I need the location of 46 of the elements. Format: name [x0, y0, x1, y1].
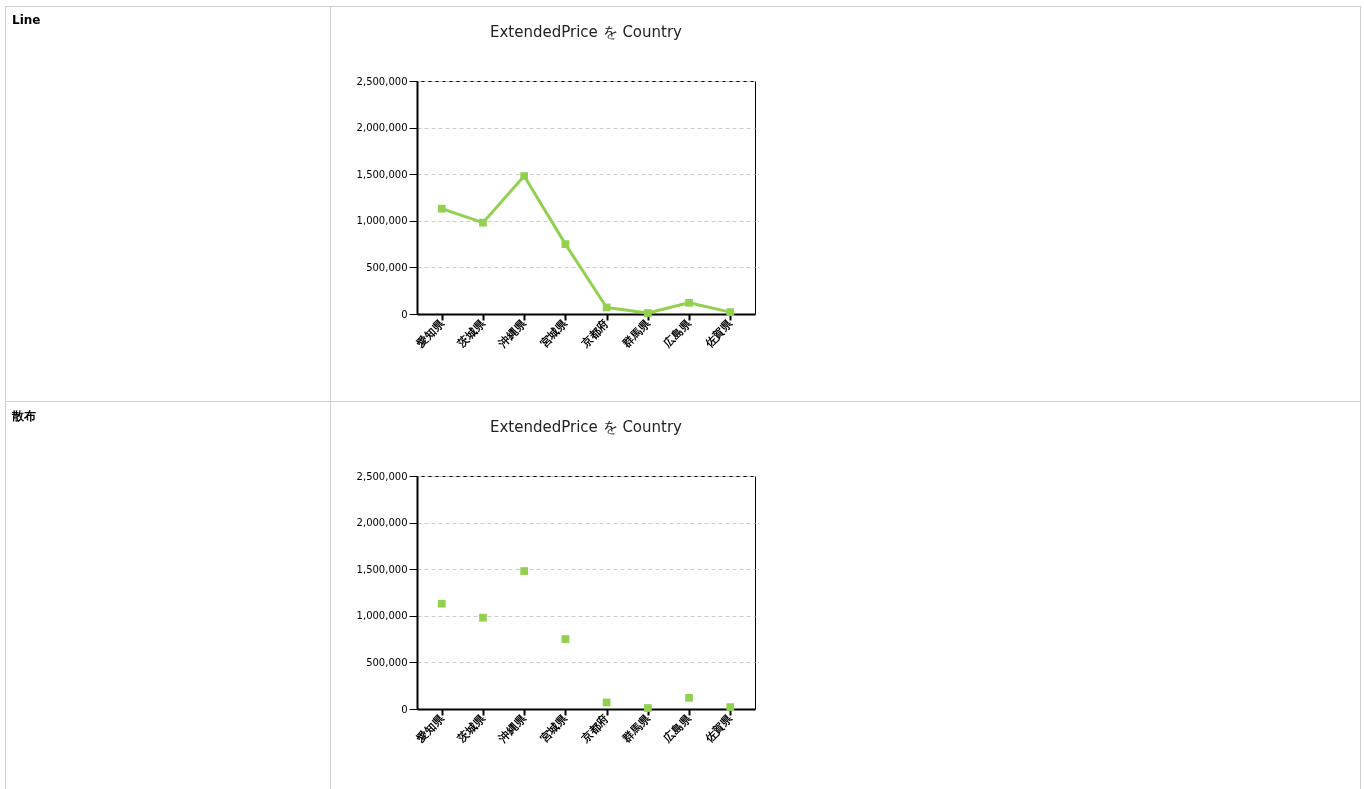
point: [520, 567, 529, 575]
point: [726, 703, 735, 712]
y-tick-label: 500,000: [366, 261, 408, 273]
x-tick-label: 宮城県: [537, 711, 571, 746]
point: [561, 635, 570, 643]
y-tick-label: 1,000,000: [356, 215, 408, 227]
x-tick-label: 広島県: [660, 316, 695, 351]
point: [685, 298, 693, 307]
x-tick-label: 広島県: [660, 711, 695, 746]
x-tick-label: 茨城県: [454, 711, 489, 746]
x-tick-label: 茨城県: [454, 316, 489, 351]
point: [437, 599, 446, 608]
y-tick-label: 1,000,000: [356, 610, 408, 622]
x-tick-label: 宮城県: [537, 316, 571, 351]
point: [479, 218, 487, 227]
x-tick-label: 佐賀県: [701, 316, 736, 351]
x-tick-label: 沖縄県: [495, 316, 530, 351]
point: [520, 172, 529, 180]
x-tick-label: 京都府: [578, 712, 612, 746]
x-tick-label: 京都府: [578, 317, 612, 351]
y-tick-label: 2,500,000: [356, 470, 408, 482]
point: [685, 693, 693, 702]
y-tick-label: 0: [401, 703, 408, 715]
x-tick-label: 沖縄県: [495, 711, 530, 746]
x-tick-label: 愛知県: [413, 711, 448, 746]
x-tick-label: 愛知県: [413, 316, 448, 351]
text: 散布: [12, 408, 37, 425]
y-tick-label: 2,000,000: [356, 517, 408, 529]
y-tick-label: 2,500,000: [356, 75, 408, 87]
y-tick-label: 1,500,000: [356, 168, 408, 180]
y-tick-label: 2,000,000: [356, 122, 408, 134]
y-tick-label: 1,500,000: [356, 563, 408, 575]
x-tick-label: 群馬県: [619, 316, 654, 351]
chart-title: ExtendedPrice を Country: [490, 23, 683, 41]
chart-title: ExtendedPrice を Country: [490, 418, 683, 436]
x-tick-label: 佐賀県: [701, 711, 736, 746]
point: [479, 613, 487, 622]
point: [561, 240, 570, 248]
point: [643, 704, 652, 712]
y-tick-label: 0: [401, 308, 408, 320]
point: [726, 308, 735, 317]
point: [437, 204, 446, 213]
point: [643, 309, 652, 317]
text: Line: [12, 13, 42, 27]
y-tick-label: 500,000: [366, 656, 408, 668]
x-tick-label: 群馬県: [619, 711, 654, 746]
